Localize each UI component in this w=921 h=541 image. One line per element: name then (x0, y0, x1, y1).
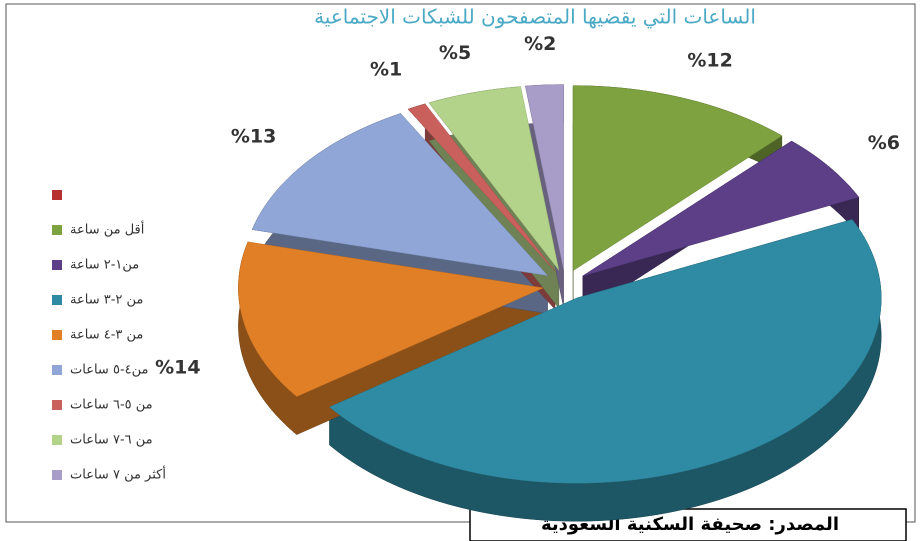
legend-swatch (52, 330, 62, 340)
legend-swatch (52, 470, 62, 480)
slice (328, 219, 882, 484)
data-label: %6 (868, 132, 900, 154)
slice (238, 241, 545, 397)
legend-label: من ٦-٧ ساعات (70, 433, 153, 448)
data-label: %2 (524, 33, 556, 55)
data-label: %1 (370, 59, 402, 81)
data-label: %5 (439, 42, 471, 64)
legend-label: أقل من ساعة (70, 221, 144, 238)
data-label: %14 (155, 357, 200, 379)
legend-label: من٤-٥ ساعات (70, 363, 148, 378)
legend-swatch (52, 225, 62, 235)
slice (428, 86, 560, 271)
frame (5, 3, 916, 523)
legend-swatch (52, 400, 62, 410)
slice-labels: %12 %6 %14 %13 %1 %5 %2 (155, 33, 900, 379)
legend-label: من ٢-٣ ساعة (70, 293, 143, 308)
slice (407, 103, 556, 272)
legend-label: من١-٢ ساعة (70, 258, 139, 273)
slice (525, 84, 564, 270)
data-label: %12 (687, 49, 732, 71)
slice (582, 140, 860, 277)
legend-swatch (52, 190, 62, 200)
legend-label: من ٥-٦ ساعات (70, 398, 153, 413)
legend-swatch (52, 260, 62, 270)
legend-swatch (52, 295, 62, 305)
slice (251, 113, 549, 276)
slice (572, 85, 783, 272)
legend-label: من ٣-٤ ساعة (70, 328, 143, 343)
legend-swatch (52, 365, 62, 375)
source-box (469, 508, 907, 541)
legend-label: أكثر من ٧ ساعات (70, 466, 166, 483)
chart-title: الساعات التي يقضيها المتصفحون للشبكات ال… (314, 5, 756, 30)
legend-swatch (52, 435, 62, 445)
slice-tops (238, 84, 882, 484)
data-label: %13 (231, 126, 276, 148)
